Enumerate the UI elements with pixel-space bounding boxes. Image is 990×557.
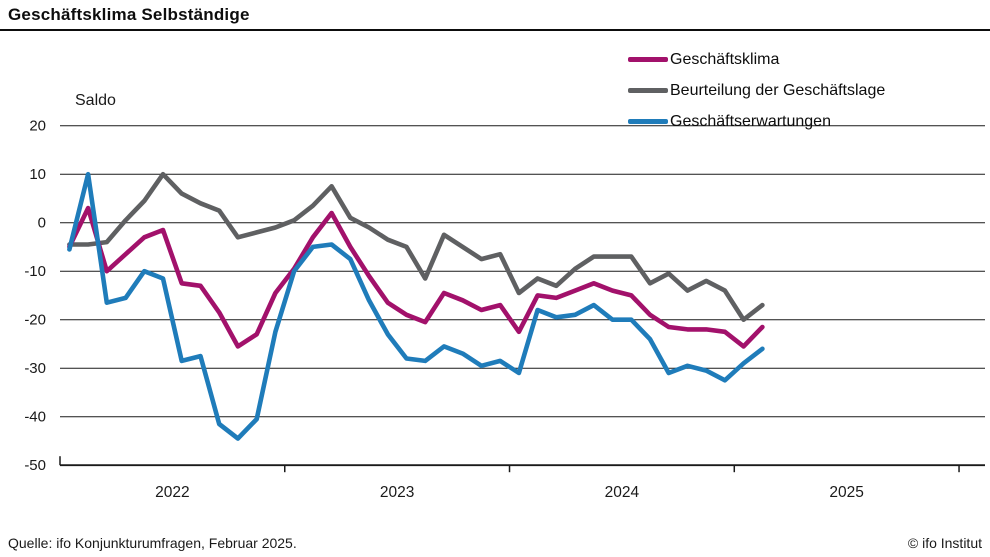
source-note: Quelle: ifo Konjunkturumfragen, Februar … — [8, 535, 297, 551]
legend-label: Geschäftsklima — [670, 50, 780, 68]
series-line-geschaftserwartungen — [67, 171, 765, 441]
chart-legend: Geschäftsklima Beurteilung der Geschäfts… — [628, 44, 885, 137]
chart-footer: Quelle: ifo Konjunkturumfragen, Februar … — [0, 535, 990, 551]
x-tick-label: 2025 — [829, 484, 863, 501]
legend-swatch-geschaeftslage — [628, 88, 668, 93]
y-tick-label: 10 — [29, 166, 46, 183]
copyright-note: © ifo Institut — [907, 535, 982, 551]
x-tick-label: 2023 — [380, 484, 414, 501]
title-divider — [0, 29, 990, 31]
y-axis-unit-label: Saldo — [75, 92, 116, 109]
legend-swatch-geschaeftsklima — [628, 57, 668, 62]
legend-item-geschaeftsklima: Geschäftsklima — [628, 44, 885, 75]
legend-item-geschaeftslage: Beurteilung der Geschäftslage — [628, 75, 885, 106]
series-line-beurteilung-der-geschaftslage — [67, 171, 765, 322]
x-tick-label: 2024 — [605, 484, 640, 501]
y-tick-label: -40 — [24, 409, 46, 426]
series-line-geschaftsklima — [67, 205, 765, 349]
y-tick-label: -20 — [24, 312, 46, 329]
y-tick-label: 0 — [38, 215, 46, 232]
y-tick-label: 20 — [29, 118, 46, 135]
legend-label: Geschäftserwartungen — [670, 112, 831, 130]
x-tick-label: 2022 — [155, 484, 189, 501]
legend-swatch-geschaeftserwartungen — [628, 119, 668, 124]
y-tick-label: -30 — [24, 360, 46, 377]
legend-item-geschaeftserwartungen: Geschäftserwartungen — [628, 106, 885, 137]
y-tick-label: -10 — [24, 263, 46, 280]
legend-label: Beurteilung der Geschäftslage — [670, 81, 886, 99]
y-tick-label: -50 — [24, 457, 46, 474]
page-title: Geschäftsklima Selbständige — [8, 5, 250, 24]
